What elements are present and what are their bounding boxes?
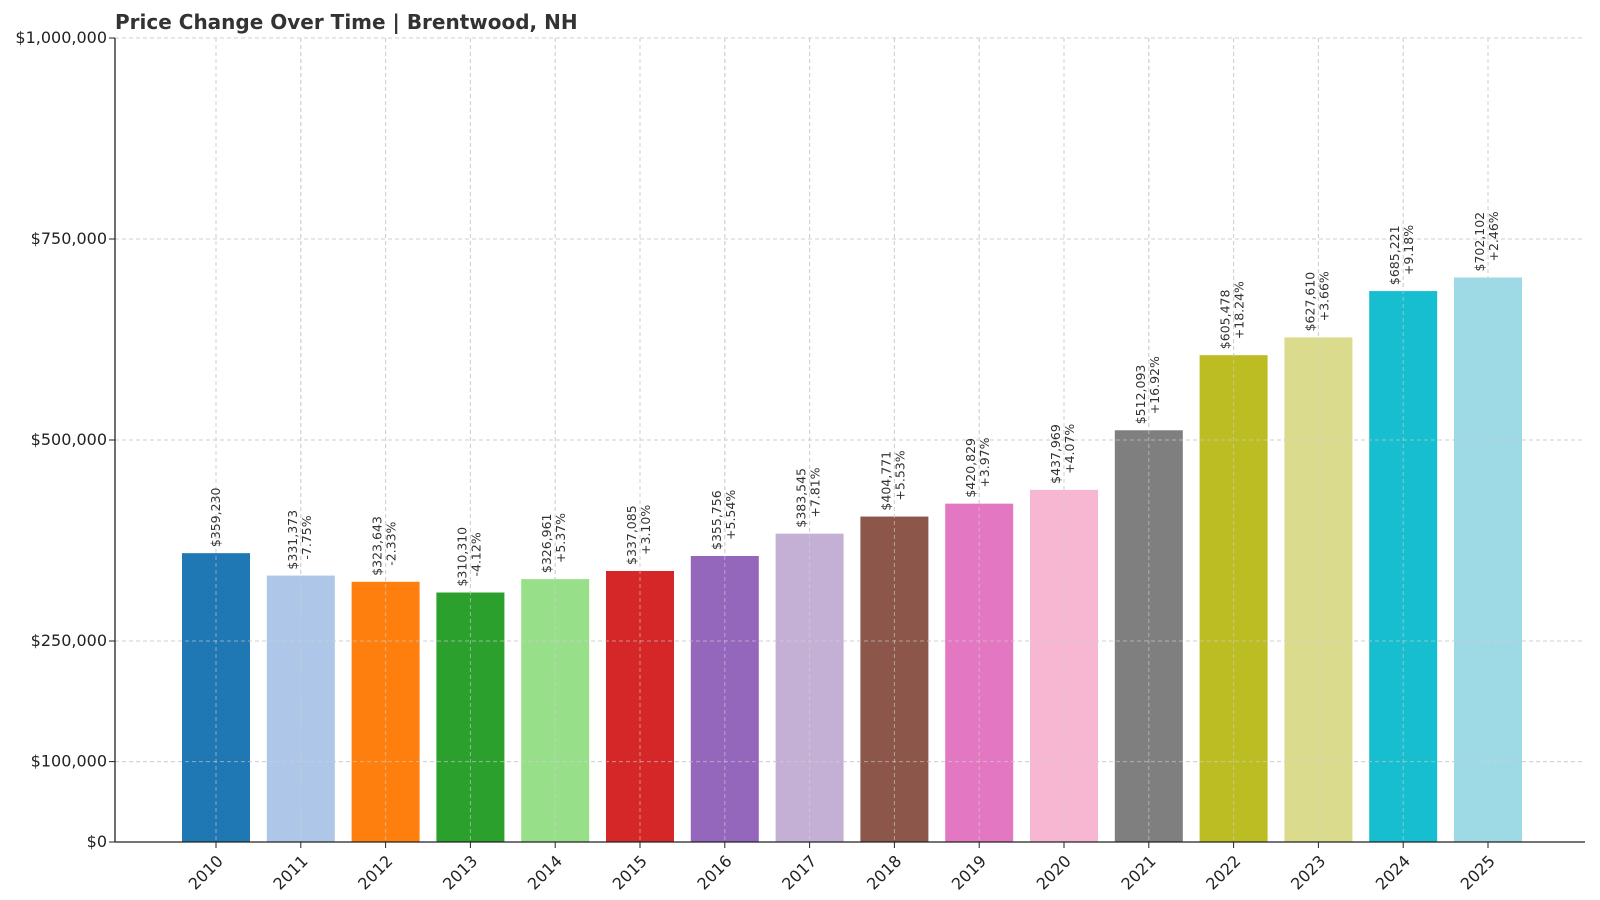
data-label-change: +5.54% <box>723 490 738 540</box>
data-label-value: $404,771 <box>878 451 893 511</box>
chart-title: Price Change Over Time | Brentwood, NH <box>115 10 578 34</box>
data-label-value: $383,545 <box>794 468 809 528</box>
data-label-change: +5.37% <box>553 513 568 563</box>
x-tick-label-2014: 2014 <box>524 851 566 893</box>
data-label-value: $437,969 <box>1048 424 1063 484</box>
data-label-change: +3.10% <box>638 505 653 555</box>
data-label-change: +2.46% <box>1486 211 1501 261</box>
x-tick-label-2017: 2017 <box>778 851 820 893</box>
data-label-change: -4.12% <box>468 532 483 576</box>
data-label-value: $627,610 <box>1302 272 1317 332</box>
data-label-value: $685,221 <box>1387 225 1402 285</box>
y-tick-label: $750,000 <box>31 229 107 248</box>
data-label-value: $323,643 <box>370 516 385 576</box>
data-label-change: +5.53% <box>892 450 907 500</box>
data-label-change: +3.66% <box>1316 271 1331 321</box>
x-tick-label-2023: 2023 <box>1287 851 1329 893</box>
x-tick-label-2018: 2018 <box>863 851 905 893</box>
x-tick-label-2019: 2019 <box>948 851 990 893</box>
x-tick-label-2025: 2025 <box>1457 851 1499 893</box>
y-tick-label: $1,000,000 <box>15 28 107 47</box>
x-tick-label-2024: 2024 <box>1372 851 1414 893</box>
x-tick-label-2016: 2016 <box>693 851 735 893</box>
data-label-change: +18.24% <box>1232 281 1247 339</box>
data-label-change: -7.75% <box>299 515 314 559</box>
y-tick-label: $500,000 <box>31 430 107 449</box>
data-label-value: $331,373 <box>285 510 300 570</box>
x-tick-label-2015: 2015 <box>609 851 651 893</box>
data-label-value: $355,756 <box>709 490 724 550</box>
bar-2019 <box>945 503 1014 842</box>
y-tick-label: $0 <box>87 832 107 851</box>
x-tick-label-2010: 2010 <box>185 851 227 893</box>
x-tick-label-2012: 2012 <box>354 851 396 893</box>
data-label-change: +16.92% <box>1147 356 1162 414</box>
data-label-value: $337,085 <box>624 505 639 565</box>
data-label-change: +7.81% <box>808 467 823 517</box>
data-label-value: $702,102 <box>1472 212 1487 272</box>
data-label-value: $326,961 <box>539 513 554 573</box>
data-label-value: $512,093 <box>1133 365 1148 425</box>
bar-2023 <box>1284 337 1353 842</box>
data-label-value: $420,829 <box>963 438 978 498</box>
data-label-change: +3.97% <box>977 437 992 487</box>
x-tick-label-2020: 2020 <box>1033 851 1075 893</box>
x-tick-label-2021: 2021 <box>1117 851 1159 893</box>
x-tick-label-2011: 2011 <box>269 851 311 893</box>
x-tick-label-2022: 2022 <box>1202 851 1244 893</box>
data-label-change: +9.18% <box>1401 225 1416 275</box>
x-tick-label-2013: 2013 <box>439 851 481 893</box>
y-tick-label: $100,000 <box>31 752 107 771</box>
y-tick-label: $250,000 <box>31 631 107 650</box>
data-label-value: $310,310 <box>454 527 469 587</box>
data-label-value: $359,230 <box>208 487 223 547</box>
data-label-value: $605,478 <box>1218 290 1233 350</box>
data-label-change: +4.07% <box>1062 424 1077 474</box>
data-label-change: -2.33% <box>384 521 399 565</box>
